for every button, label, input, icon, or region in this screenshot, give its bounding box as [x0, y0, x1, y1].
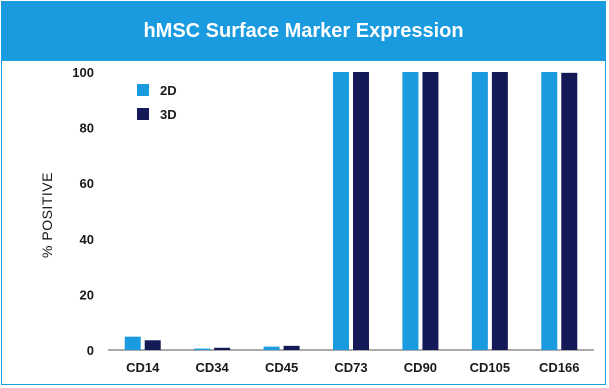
y-tick-label: 100 — [72, 65, 94, 80]
bar-2d-cd34 — [194, 348, 211, 350]
x-tick-label: CD34 — [196, 360, 230, 375]
bar-3d-cd166 — [561, 72, 578, 351]
bar-3d-cd14 — [144, 340, 161, 350]
y-axis-label: % POSITIVE — [39, 172, 55, 258]
title-bar: hMSC Surface Marker Expression — [2, 2, 605, 61]
y-tick-label: 60 — [80, 176, 94, 191]
x-tick-label: CD73 — [334, 360, 367, 375]
bar-2d-cd105 — [471, 72, 488, 350]
legend-label-3d: 3D — [160, 107, 177, 122]
bar-2d-cd166 — [541, 72, 558, 350]
bar-3d-cd90 — [422, 72, 439, 350]
bars — [124, 72, 578, 351]
chart-title: hMSC Surface Marker Expression — [143, 20, 464, 42]
bar-2d-cd90 — [402, 72, 419, 350]
legend-swatch-2d — [137, 84, 149, 96]
legend: 2D 3D — [137, 83, 177, 122]
bar-2d-cd73 — [333, 72, 349, 350]
bar-2d-cd14 — [124, 336, 141, 350]
x-tick-label: CD166 — [539, 360, 579, 375]
legend-swatch-3d — [137, 108, 149, 120]
x-ticks: CD14 CD34 CD45 CD73 CD90 CD105 CD166 — [126, 360, 579, 375]
y-ticks: 0 20 40 60 80 100 — [72, 65, 94, 358]
y-tick-label: 40 — [80, 232, 94, 247]
bar-3d-cd73 — [353, 72, 369, 350]
bar-3d-cd105 — [491, 72, 508, 350]
y-tick-label: 80 — [80, 121, 94, 136]
x-tick-label: CD45 — [265, 360, 298, 375]
bar-3d-cd34 — [214, 347, 231, 350]
x-tick-label: CD105 — [470, 360, 510, 375]
bar-3d-cd45 — [283, 345, 300, 350]
legend-label-2d: 2D — [160, 83, 177, 98]
x-tick-label: CD14 — [126, 360, 160, 375]
y-tick-label: 20 — [80, 287, 94, 302]
x-tick-label: CD90 — [404, 360, 437, 375]
bar-2d-cd45 — [263, 346, 280, 350]
y-tick-label: 0 — [87, 343, 94, 358]
